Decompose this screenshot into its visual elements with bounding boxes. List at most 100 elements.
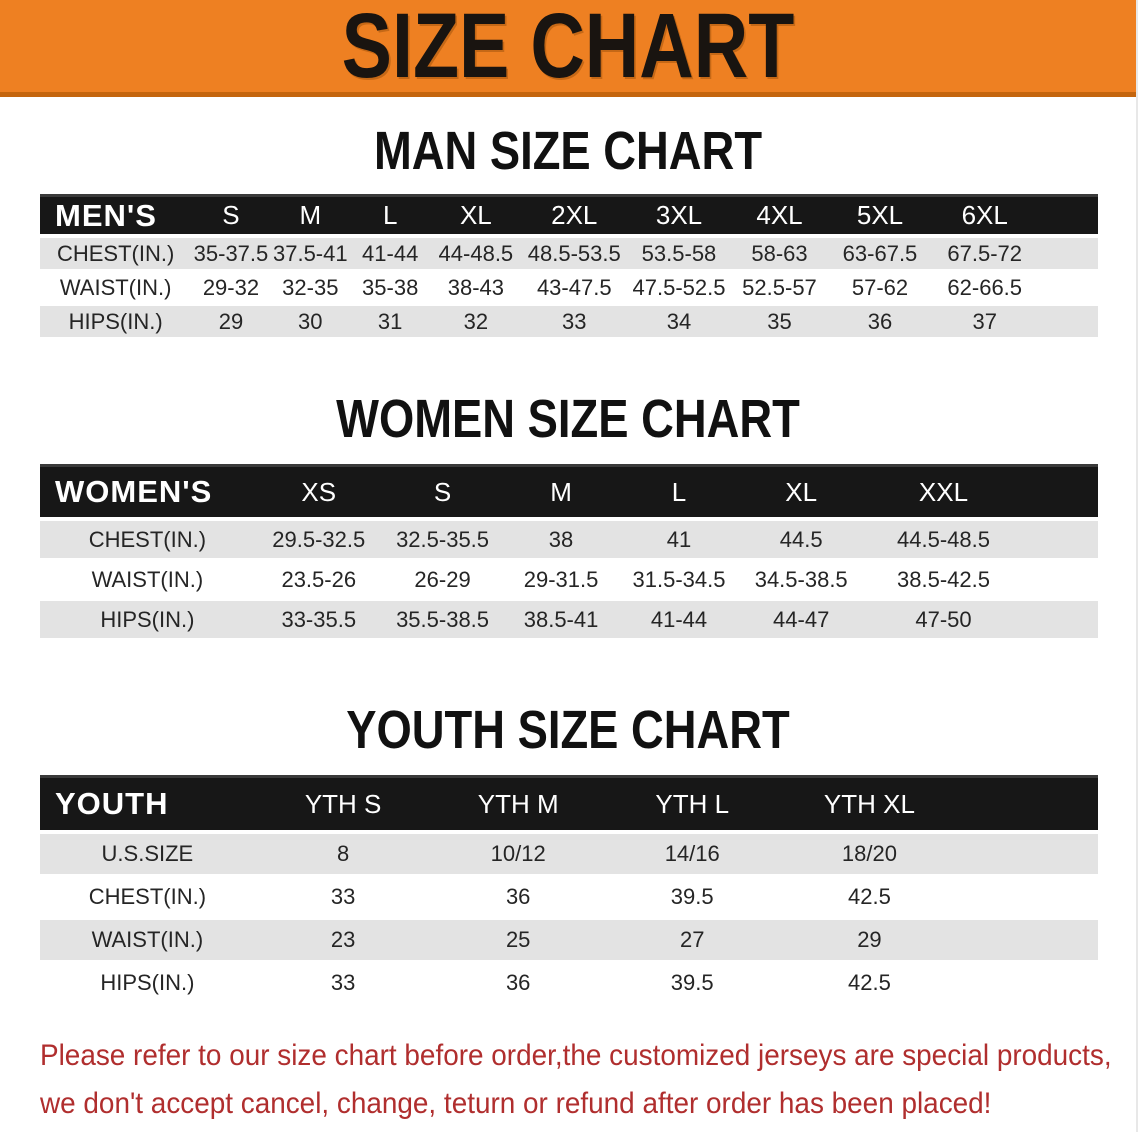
size-column-header: 4XL xyxy=(730,194,829,238)
size-value-cell: 8 xyxy=(254,834,432,877)
size-chart-banner: SIZE CHART xyxy=(0,0,1136,97)
row-label: CHEST(IN.) xyxy=(40,877,255,920)
mens-header-row: MEN'S S M L XL 2XL 3XL 4XL 5XL 6XL xyxy=(40,194,1098,238)
size-value-cell: 44-47 xyxy=(738,601,865,641)
table-row: HIPS(IN.) 29 30 31 32 33 34 35 36 37 xyxy=(40,306,1098,340)
size-value-cell: 35-37.5 xyxy=(191,238,271,272)
size-value-cell: 41-44 xyxy=(349,238,431,272)
table-row: WAIST(IN.) 29-32 32-35 35-38 38-43 43-47.5 47.… xyxy=(40,272,1098,306)
womens-size-table: WOMEN'S XS S M L XL XXL CHEST(IN.) 29.5-32.5 32.… xyxy=(40,464,1098,641)
row-label: HIPS(IN.) xyxy=(40,306,192,340)
man-section-title: MAN SIZE CHART xyxy=(0,124,1136,180)
header-spacer-cell xyxy=(1022,464,1098,521)
size-value-cell: 38.5-42.5 xyxy=(864,561,1023,601)
size-value-cell: 32.5-35.5 xyxy=(382,521,503,561)
table-row: CHEST(IN.) 33 36 39.5 42.5 xyxy=(40,877,1098,920)
size-value-cell: 29-32 xyxy=(191,272,271,306)
size-value-cell: 63-67.5 xyxy=(828,238,932,272)
row-spacer-cell xyxy=(1037,238,1098,272)
table-group-label: WOMEN'S xyxy=(40,464,255,521)
size-value-cell: 48.5-53.5 xyxy=(521,238,628,272)
size-column-header: L xyxy=(619,464,739,521)
womens-header-row: WOMEN'S XS S M L XL XXL xyxy=(40,464,1098,521)
row-spacer-cell xyxy=(959,877,1098,920)
row-spacer-cell xyxy=(959,834,1098,877)
size-value-cell: 44-48.5 xyxy=(430,238,522,272)
size-value-cell: 36 xyxy=(828,306,932,340)
row-label: HIPS(IN.) xyxy=(40,601,255,641)
size-column-header: 3XL xyxy=(627,194,731,238)
table-row: WAIST(IN.) 23 25 27 29 xyxy=(40,920,1098,963)
row-label: U.S.SIZE xyxy=(40,834,255,877)
row-spacer-cell xyxy=(1022,521,1098,561)
banner-title: SIZE CHART xyxy=(341,0,795,97)
women-section-title: WOMEN SIZE CHART xyxy=(0,392,1136,448)
size-value-cell: 31.5-34.5 xyxy=(619,561,739,601)
table-row: U.S.SIZE 8 10/12 14/16 18/20 xyxy=(40,834,1098,877)
man-section-title-text: MAN SIZE CHART xyxy=(373,121,763,181)
size-value-cell: 29 xyxy=(191,306,271,340)
mens-size-table: MEN'S S M L XL 2XL 3XL 4XL 5XL 6XL CHEST(IN.) 35-3… xyxy=(40,194,1098,340)
row-label: HIPS(IN.) xyxy=(40,963,255,1006)
row-spacer-cell xyxy=(959,963,1098,1006)
size-value-cell: 27 xyxy=(604,920,780,963)
size-value-cell: 44.5-48.5 xyxy=(864,521,1023,561)
size-value-cell: 38-43 xyxy=(430,272,522,306)
table-group-label: YOUTH xyxy=(40,775,255,834)
size-value-cell: 41-44 xyxy=(619,601,739,641)
size-value-cell: 29 xyxy=(779,920,960,963)
size-column-header: S xyxy=(382,464,503,521)
youth-size-table: YOUTH YTH S YTH M YTH L YTH XL U.S.SIZE 8 10/1… xyxy=(40,775,1098,1006)
size-value-cell: 34 xyxy=(627,306,731,340)
size-value-cell: 53.5-58 xyxy=(627,238,731,272)
row-label: CHEST(IN.) xyxy=(40,238,192,272)
size-column-header: YTH S xyxy=(254,775,432,834)
row-label: WAIST(IN.) xyxy=(40,920,255,963)
size-value-cell: 43-47.5 xyxy=(521,272,628,306)
size-value-cell: 62-66.5 xyxy=(931,272,1038,306)
size-value-cell: 52.5-57 xyxy=(730,272,829,306)
size-value-cell: 35 xyxy=(730,306,829,340)
row-label: WAIST(IN.) xyxy=(40,272,192,306)
size-value-cell: 39.5 xyxy=(604,963,780,1006)
header-spacer-cell xyxy=(1037,194,1098,238)
row-spacer-cell xyxy=(1037,272,1098,306)
table-row: HIPS(IN.) 33 36 39.5 42.5 xyxy=(40,963,1098,1006)
size-column-header: YTH XL xyxy=(779,775,960,834)
table-row: WAIST(IN.) 23.5-26 26-29 29-31.5 31.5-34.5 34… xyxy=(40,561,1098,601)
row-label: WAIST(IN.) xyxy=(40,561,255,601)
size-value-cell: 35-38 xyxy=(349,272,431,306)
youth-header-row: YOUTH YTH S YTH M YTH L YTH XL xyxy=(40,775,1098,834)
size-value-cell: 33 xyxy=(254,877,432,920)
size-value-cell: 36 xyxy=(431,963,605,1006)
size-column-header: L xyxy=(349,194,431,238)
size-value-cell: 33 xyxy=(254,963,432,1006)
row-label: CHEST(IN.) xyxy=(40,521,255,561)
size-column-header: 6XL xyxy=(931,194,1038,238)
size-value-cell: 37.5-41 xyxy=(270,238,350,272)
table-row: CHEST(IN.) 35-37.5 37.5-41 41-44 44-48.5 48.5… xyxy=(40,238,1098,272)
size-column-header: YTH L xyxy=(604,775,780,834)
size-value-cell: 31 xyxy=(349,306,431,340)
size-column-header: M xyxy=(502,464,620,521)
size-column-header: XL xyxy=(430,194,522,238)
size-value-cell: 18/20 xyxy=(779,834,960,877)
table-group-label: MEN'S xyxy=(40,194,192,238)
size-value-cell: 32-35 xyxy=(270,272,350,306)
size-value-cell: 47.5-52.5 xyxy=(627,272,731,306)
size-column-header: 5XL xyxy=(828,194,932,238)
women-section-title-text: WOMEN SIZE CHART xyxy=(336,389,800,449)
disclaimer-line-2: we don't accept cancel, change, teturn o… xyxy=(40,1087,992,1120)
size-value-cell: 10/12 xyxy=(431,834,605,877)
row-spacer-cell xyxy=(1022,601,1098,641)
youth-section-title-text: YOUTH SIZE CHART xyxy=(346,700,790,760)
row-spacer-cell xyxy=(1022,561,1098,601)
size-column-header: 2XL xyxy=(521,194,628,238)
size-column-header: M xyxy=(270,194,350,238)
size-value-cell: 35.5-38.5 xyxy=(382,601,503,641)
size-value-cell: 33-35.5 xyxy=(254,601,383,641)
size-value-cell: 57-62 xyxy=(828,272,932,306)
size-value-cell: 23 xyxy=(254,920,432,963)
table-row: HIPS(IN.) 33-35.5 35.5-38.5 38.5-41 41-44 44-… xyxy=(40,601,1098,641)
row-spacer-cell xyxy=(959,920,1098,963)
